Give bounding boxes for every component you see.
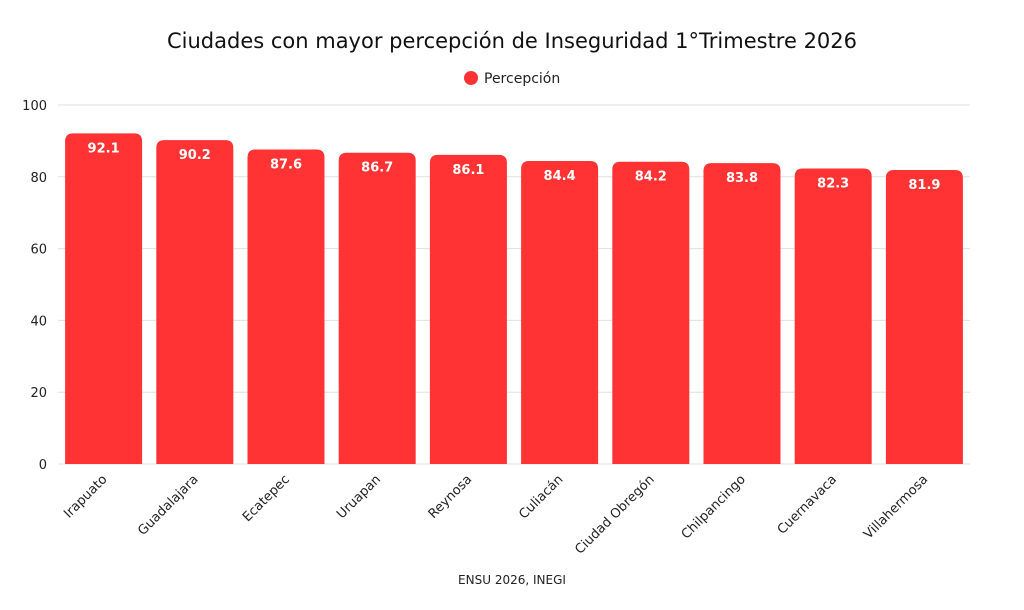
x-tick-label: Ciudad Obregón <box>572 472 657 557</box>
bar <box>429 154 507 464</box>
bar <box>338 152 416 464</box>
y-tick-label: 60 <box>30 243 47 258</box>
y-tick-label: 0 <box>39 458 47 473</box>
bar <box>794 168 872 464</box>
x-tick-label: Guadalajara <box>135 472 201 538</box>
data-label: 84.4 <box>544 169 576 184</box>
bar <box>156 140 234 464</box>
x-tick-label: Cuernavaca <box>775 472 840 537</box>
source-note: ENSU 2026, INEGI <box>458 573 566 587</box>
x-tick-label: Uruapan <box>334 472 384 522</box>
legend-marker <box>464 71 478 85</box>
y-tick-label: 40 <box>30 314 47 329</box>
bar <box>521 161 599 464</box>
data-label: 92.1 <box>88 141 120 156</box>
bar <box>885 169 963 464</box>
data-label: 86.1 <box>452 163 484 178</box>
data-label: 83.8 <box>726 171 758 186</box>
legend-label: Percepción <box>484 71 560 87</box>
x-tick-label: Ecatepec <box>240 472 293 525</box>
bar <box>247 149 325 465</box>
chart-title: Ciudades con mayor percepción de Insegur… <box>167 29 857 53</box>
y-tick-label: 20 <box>30 386 47 401</box>
data-label: 81.9 <box>908 178 940 193</box>
bar <box>703 163 781 464</box>
data-label: 86.7 <box>361 161 393 176</box>
x-tick-label: Culiacán <box>516 472 566 522</box>
bar <box>65 133 143 464</box>
data-label: 90.2 <box>179 148 211 163</box>
data-label: 82.3 <box>817 177 849 192</box>
x-tick-label: Reynosa <box>426 472 476 522</box>
x-tick-label: Chilpancingo <box>679 472 749 542</box>
bar <box>612 161 690 465</box>
data-label: 84.2 <box>635 170 667 185</box>
data-label: 87.6 <box>270 158 302 173</box>
x-tick-label: Villahermosa <box>861 472 931 542</box>
x-tick-label: Irapuato <box>61 472 110 521</box>
y-tick-label: 100 <box>22 99 47 114</box>
y-tick-label: 80 <box>30 171 47 186</box>
